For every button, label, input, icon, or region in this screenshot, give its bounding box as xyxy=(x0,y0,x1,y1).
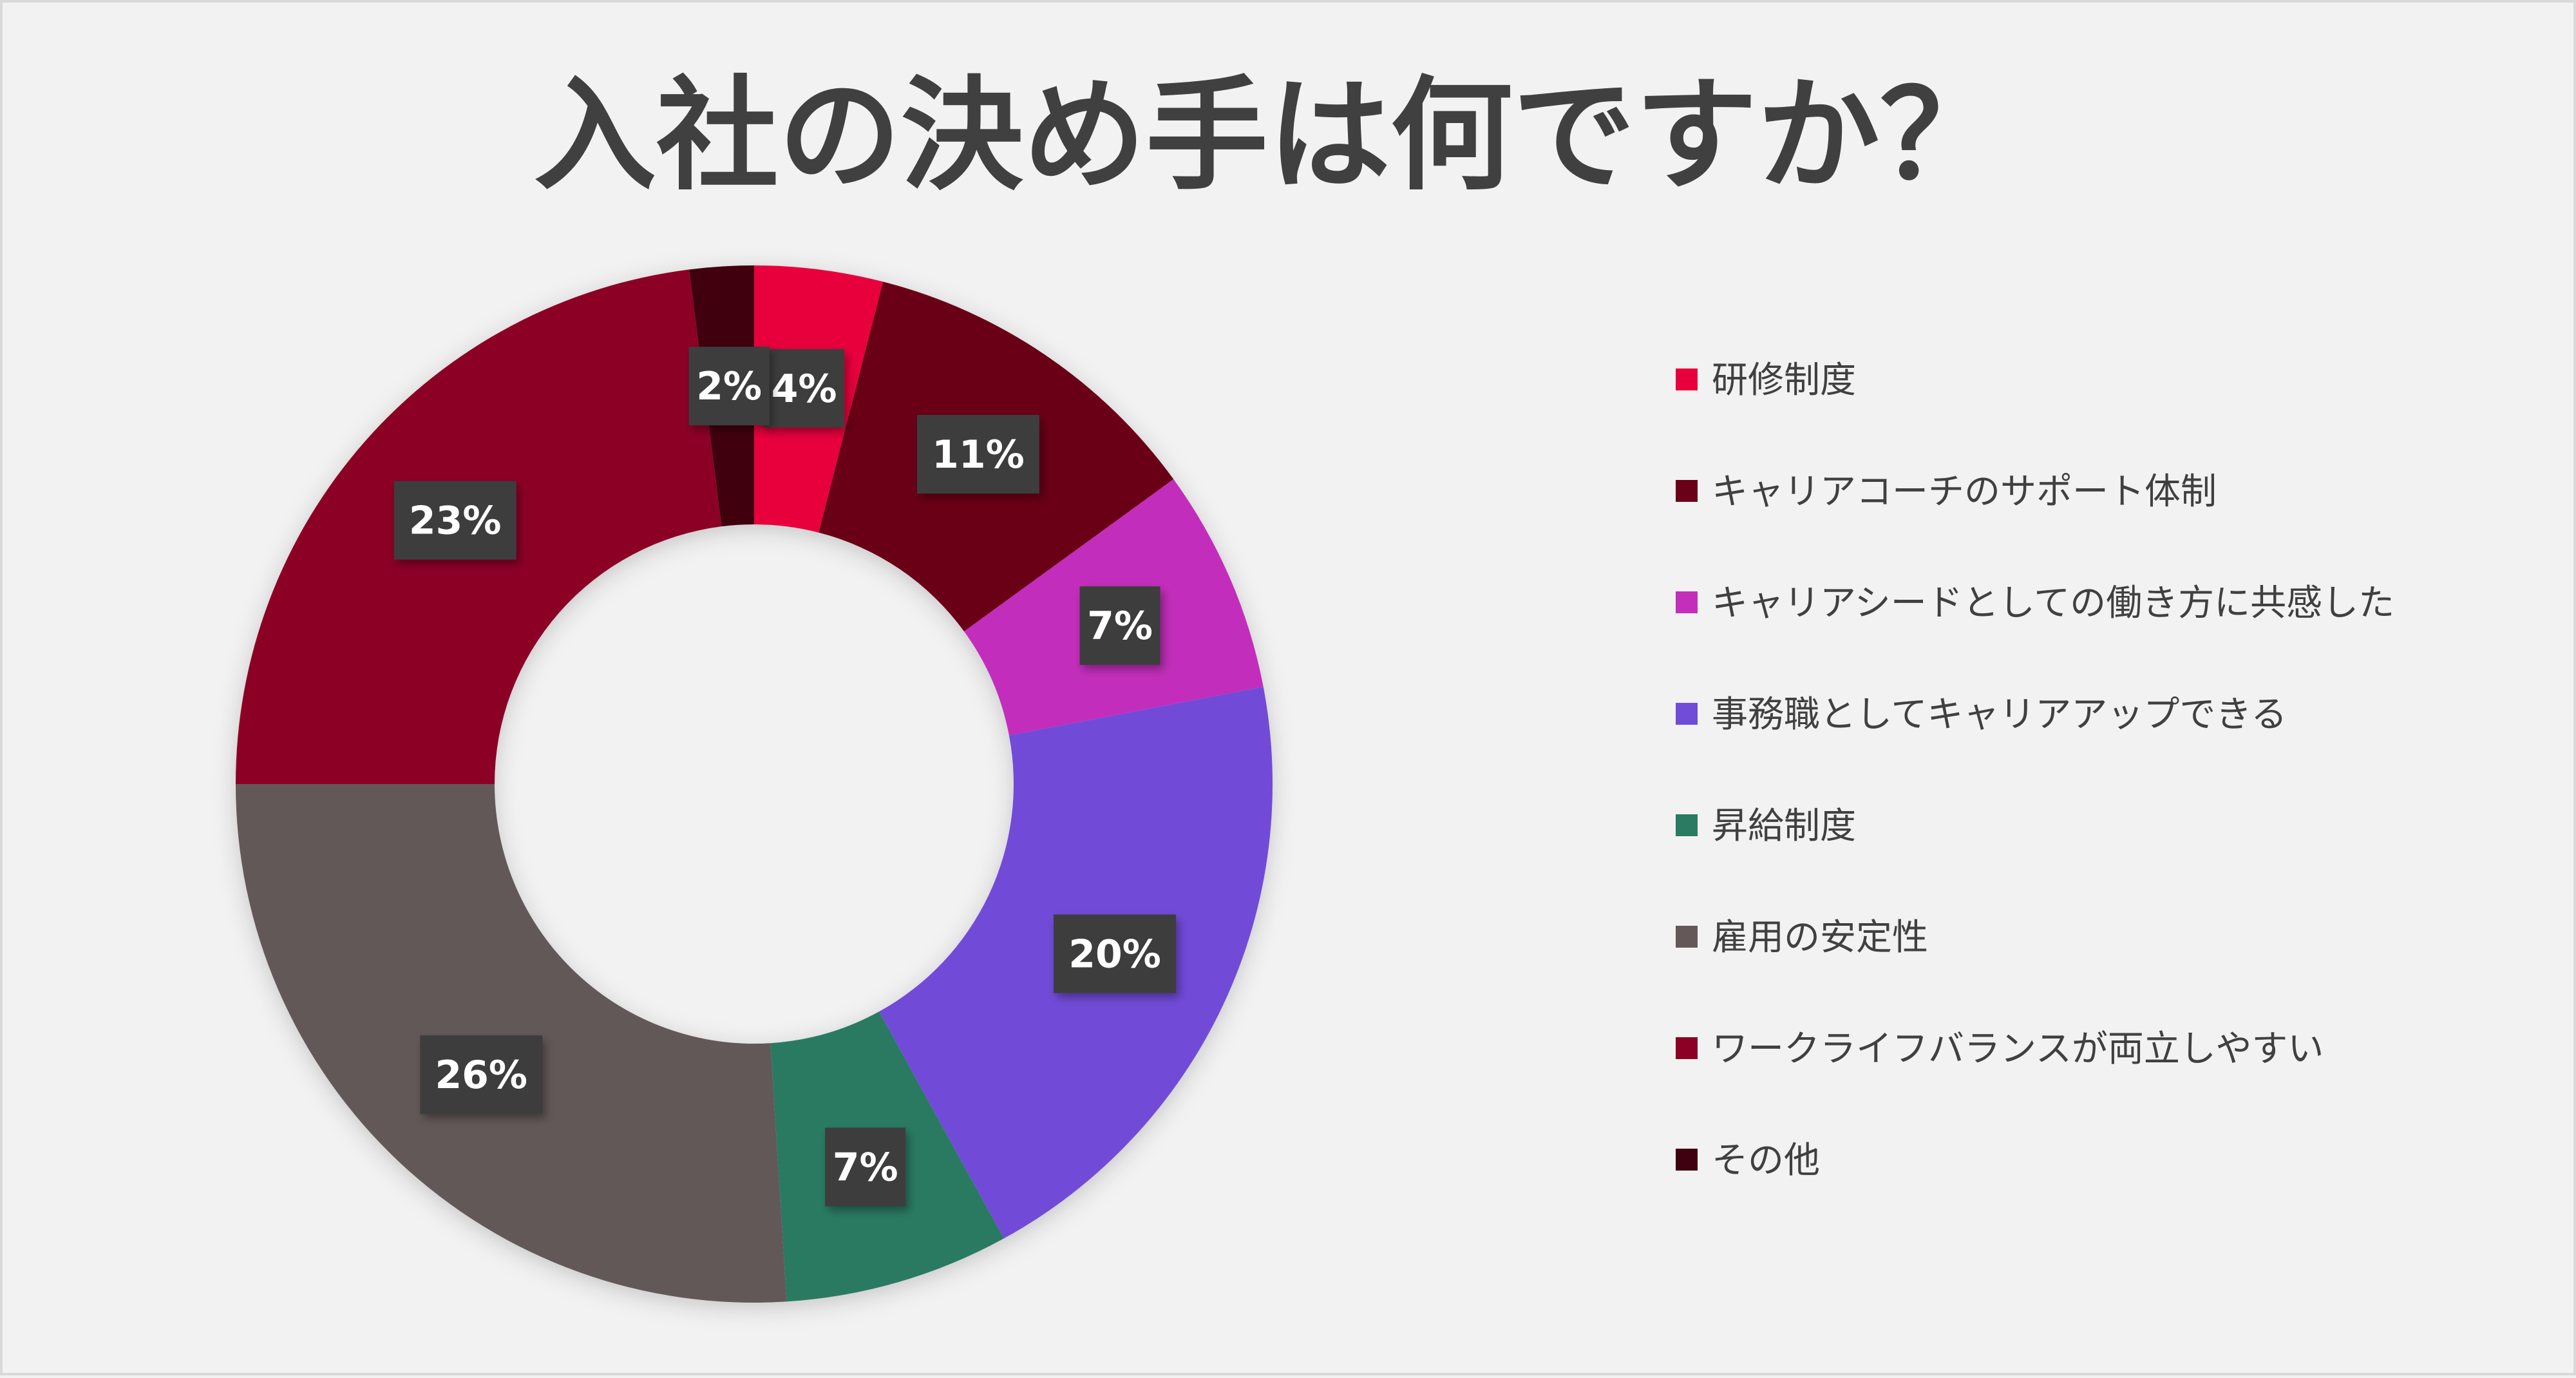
legend-label: 事務職としてキャリアアップできる xyxy=(1712,694,2287,736)
legend-swatch xyxy=(1676,1037,1698,1059)
legend-swatch xyxy=(1676,480,1698,502)
data-label-5: 7% xyxy=(825,1127,906,1207)
legend-label: キャリアコーチのサポート体制 xyxy=(1712,471,2217,513)
chart-title: 入社の決め手は何ですか？ xyxy=(534,64,2002,207)
legend-item-8: その他 xyxy=(1676,1140,1820,1182)
legend-swatch xyxy=(1676,591,1698,613)
legend-label: 雇用の安定性 xyxy=(1712,917,1928,959)
data-label-box xyxy=(393,481,516,560)
data-label-box xyxy=(916,415,1039,494)
chart-canvas: 入社の決め手は何ですか？ 4% 11% 7% 20% 7% 26% 23% 2% 研修制度キャ… xyxy=(236,64,2394,1303)
data-label-6: 26% xyxy=(420,1035,543,1115)
data-label-text: 2% xyxy=(696,364,762,409)
legend-label: 研修制度 xyxy=(1712,359,1856,401)
data-labels: 4% 11% 7% 20% 7% 26% 23% 2% xyxy=(393,347,1177,1207)
data-label-7: 23% xyxy=(393,481,516,560)
data-label-box xyxy=(420,1035,543,1115)
data-label-text: 11% xyxy=(932,432,1025,477)
data-label-box xyxy=(1079,586,1160,665)
data-label-text: 20% xyxy=(1068,932,1161,977)
data-label-text: 26% xyxy=(435,1053,527,1098)
legend-item-6: 雇用の安定性 xyxy=(1676,917,1928,959)
data-label-box xyxy=(764,349,845,428)
data-label-1: 4% xyxy=(764,349,845,428)
legend: 研修制度キャリアコーチのサポート体制キャリアシードとしての働き方に共感した事務職… xyxy=(1676,359,2394,1182)
legend-item-4: 事務職としてキャリアアップできる xyxy=(1676,694,2287,736)
data-label-2: 11% xyxy=(916,415,1039,494)
data-label-text: 7% xyxy=(833,1145,898,1190)
legend-item-2: キャリアコーチのサポート体制 xyxy=(1676,471,2217,513)
legend-item-1: 研修制度 xyxy=(1676,359,1856,401)
legend-swatch xyxy=(1676,1149,1698,1171)
legend-swatch xyxy=(1676,703,1698,725)
legend-label: キャリアシードとしての働き方に共感した xyxy=(1712,582,2394,624)
data-label-box xyxy=(825,1127,906,1207)
data-label-box xyxy=(1054,914,1177,993)
data-label-3: 7% xyxy=(1079,586,1160,665)
legend-item-5: 昇給制度 xyxy=(1676,805,1856,847)
data-label-text: 4% xyxy=(772,367,837,412)
data-label-text: 23% xyxy=(409,499,502,544)
legend-item-7: ワークライフバランスが両立しやすい xyxy=(1676,1028,2324,1070)
legend-label: その他 xyxy=(1712,1140,1820,1182)
data-label-text: 7% xyxy=(1087,604,1153,649)
data-label-4: 20% xyxy=(1054,914,1177,993)
legend-swatch xyxy=(1676,814,1698,836)
legend-swatch xyxy=(1676,926,1698,948)
data-label-box xyxy=(688,347,770,426)
legend-label: ワークライフバランスが両立しやすい xyxy=(1712,1028,2324,1070)
legend-swatch xyxy=(1676,368,1698,390)
legend-label: 昇給制度 xyxy=(1712,805,1856,847)
data-label-8: 2% xyxy=(688,347,770,426)
legend-item-3: キャリアシードとしての働き方に共感した xyxy=(1676,582,2394,624)
